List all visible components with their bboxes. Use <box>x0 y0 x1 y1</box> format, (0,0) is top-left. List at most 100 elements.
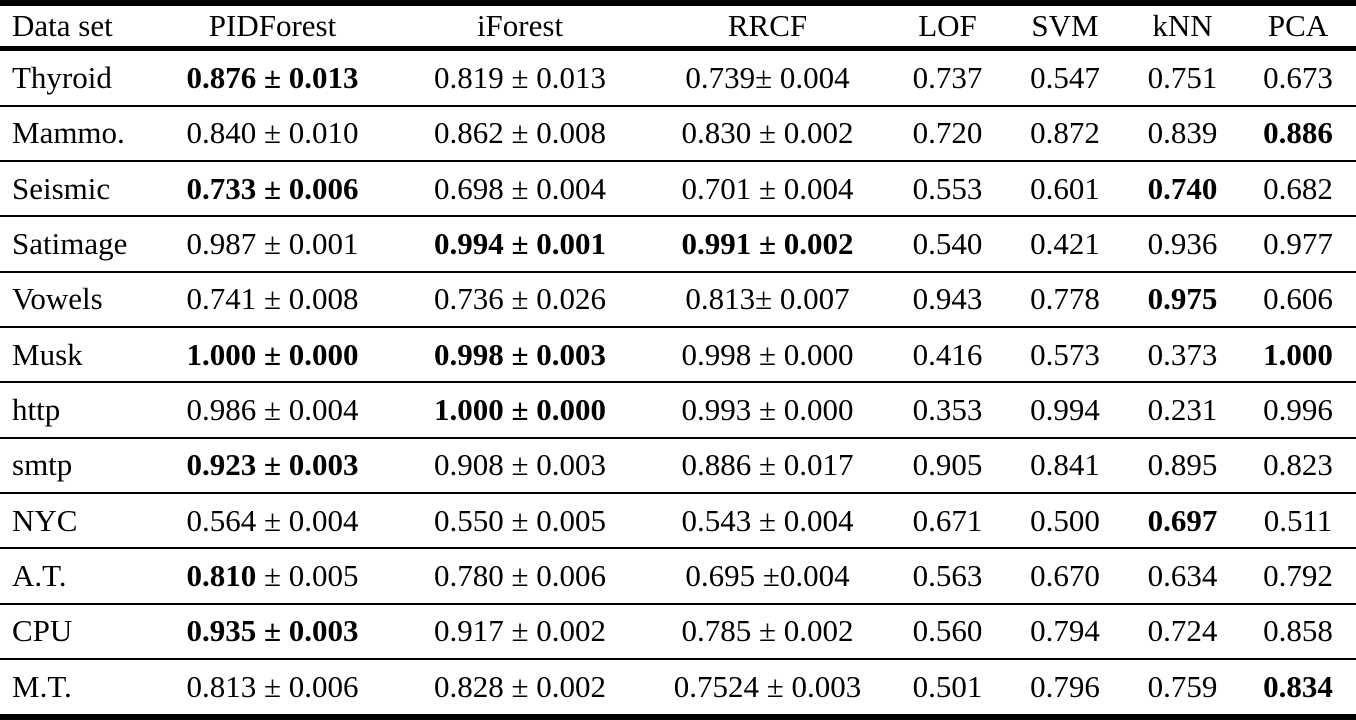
value-cell: 0.231 <box>1125 381 1240 438</box>
table-row-thyroid: Thyroid 0.876 ± 0.013 0.819 ± 0.013 0.739± … <box>0 47 1356 106</box>
value-text: 0.550 ± 0.005 <box>433 502 606 538</box>
value-cell: 0.673 <box>1240 47 1356 106</box>
value-cell: 0.751 <box>1125 47 1240 106</box>
value-text: 0.862 ± 0.008 <box>433 115 606 151</box>
value-text: 0.813± 0.007 <box>685 281 850 317</box>
value-text: 0.231 <box>1147 392 1218 428</box>
value-text: 0.698 ± 0.004 <box>433 170 606 206</box>
value-cell: 0.810 ± 0.005 <box>150 547 395 604</box>
column-header-lof: LOF <box>890 3 1005 51</box>
value-cell: 0.759 <box>1125 657 1240 717</box>
column-header-knn: kNN <box>1125 3 1240 51</box>
value-text: 0.813 ± 0.006 <box>186 668 359 704</box>
dataset-cell: Seismic <box>0 160 150 217</box>
value-text: 0.7524 ± 0.003 <box>673 668 862 704</box>
value-cell: 0.923 ± 0.003 <box>150 436 395 493</box>
value-text-bold: 0.740 <box>1147 170 1218 206</box>
value-text: 0.421 <box>1030 226 1100 262</box>
value-cell: 0.994 ± 0.001 <box>395 215 645 272</box>
value-text: 0.858 <box>1263 613 1333 649</box>
dataset-cell: http <box>0 381 150 438</box>
value-cell: 0.540 <box>890 215 1005 272</box>
value-text: 0.563 <box>912 557 983 593</box>
value-cell: 0.736 ± 0.026 <box>395 270 645 328</box>
value-cell: 1.000 ± 0.000 <box>395 381 645 438</box>
value-cell: 0.724 <box>1125 602 1240 659</box>
value-cell: 0.785 ± 0.002 <box>645 602 890 659</box>
value-cell: 0.553 <box>890 160 1005 217</box>
value-text: 0.701 ± 0.004 <box>681 170 854 206</box>
value-text-bold: 0.876 ± 0.013 <box>186 59 359 95</box>
value-text: 0.830 ± 0.002 <box>681 115 854 151</box>
value-text: 0.828 ± 0.002 <box>433 668 606 704</box>
value-cell: 0.998 ± 0.000 <box>645 326 890 383</box>
value-cell: 0.994 <box>1005 381 1125 438</box>
value-cell: 0.511 <box>1240 491 1356 549</box>
value-text: 0.573 <box>1030 336 1100 372</box>
value-text-bold: 0.886 <box>1263 115 1333 151</box>
column-header-pidforest: PIDForest <box>150 3 395 51</box>
dataset-cell: M.T. <box>0 657 150 717</box>
value-cell: 0.563 <box>890 547 1005 604</box>
value-text: 0.780 ± 0.006 <box>433 557 606 593</box>
dataset-cell: Mammo. <box>0 104 150 162</box>
value-text: 0.564 ± 0.004 <box>186 502 359 538</box>
value-text: 0.759 <box>1147 668 1218 704</box>
value-cell: 0.778 <box>1005 270 1125 328</box>
table-row-http: http 0.986 ± 0.004 1.000 ± 0.000 0.993 ± 0.… <box>0 381 1356 438</box>
value-text: 0.682 <box>1263 170 1333 206</box>
value-text: 0.739± 0.004 <box>685 59 850 95</box>
value-text: 0.736 ± 0.026 <box>433 281 606 317</box>
value-cell: 0.987 ± 0.001 <box>150 215 395 272</box>
value-cell: 0.830 ± 0.002 <box>645 104 890 162</box>
value-cell: 0.935 ± 0.003 <box>150 602 395 659</box>
value-cell: 0.550 ± 0.005 <box>395 491 645 549</box>
value-text: ± 0.005 <box>256 557 359 593</box>
value-cell: 0.701 ± 0.004 <box>645 160 890 217</box>
value-text: 0.917 ± 0.002 <box>433 613 606 649</box>
value-cell: 0.564 ± 0.004 <box>150 491 395 549</box>
value-cell: 0.634 <box>1125 547 1240 604</box>
value-text: 0.724 <box>1147 613 1218 649</box>
value-text: 0.841 <box>1030 447 1100 483</box>
value-cell: 0.740 <box>1125 160 1240 217</box>
value-cell: 0.886 <box>1240 104 1356 162</box>
value-text: 0.741 ± 0.008 <box>186 281 359 317</box>
table-row-nyc: NYC 0.564 ± 0.004 0.550 ± 0.005 0.543 ± 0.0… <box>0 491 1356 549</box>
table-row-mammo: Mammo. 0.840 ± 0.010 0.862 ± 0.008 0.830 ± … <box>0 104 1356 162</box>
value-cell: 1.000 <box>1240 326 1356 383</box>
value-cell: 0.876 ± 0.013 <box>150 47 395 106</box>
table-row-seismic: Seismic 0.733 ± 0.006 0.698 ± 0.004 0.701 ±… <box>0 160 1356 217</box>
value-cell: 0.547 <box>1005 47 1125 106</box>
value-cell: 0.671 <box>890 491 1005 549</box>
dataset-cell: Thyroid <box>0 47 150 106</box>
value-cell: 0.720 <box>890 104 1005 162</box>
value-text: 0.720 <box>912 115 983 151</box>
table-row-a-t: A.T. 0.810 ± 0.005 0.780 ± 0.006 0.695 ±0.0… <box>0 547 1356 604</box>
table-body: Thyroid 0.876 ± 0.013 0.819 ± 0.013 0.739± … <box>0 47 1356 717</box>
value-cell: 0.872 <box>1005 104 1125 162</box>
value-text: 0.905 <box>912 447 983 483</box>
value-text-bold: 0.991 ± 0.002 <box>681 226 854 262</box>
dataset-cell: Musk <box>0 326 150 383</box>
value-text: 0.501 <box>912 668 983 704</box>
value-text: 0.737 <box>912 59 983 95</box>
dataset-cell: Satimage <box>0 215 150 272</box>
value-text-bold: 0.935 ± 0.003 <box>186 613 359 649</box>
value-text: 0.819 ± 0.013 <box>433 59 606 95</box>
table-row-smtp: smtp 0.923 ± 0.003 0.908 ± 0.003 0.886 ± 0.… <box>0 436 1356 493</box>
table-row-musk: Musk 1.000 ± 0.000 0.998 ± 0.003 0.998 ± 0.… <box>0 326 1356 383</box>
dataset-cell: Vowels <box>0 270 150 328</box>
value-cell: 0.682 <box>1240 160 1356 217</box>
value-cell: 0.7524 ± 0.003 <box>645 657 890 717</box>
value-text: 0.996 <box>1263 392 1333 428</box>
table-row-satimage: Satimage 0.987 ± 0.001 0.994 ± 0.001 0.991 … <box>0 215 1356 272</box>
dataset-cell: A.T. <box>0 547 150 604</box>
value-text: 0.601 <box>1030 170 1100 206</box>
value-text: 0.840 ± 0.010 <box>186 115 359 151</box>
value-cell: 0.862 ± 0.008 <box>395 104 645 162</box>
value-text: 0.986 ± 0.004 <box>186 392 359 428</box>
value-cell: 1.000 ± 0.000 <box>150 326 395 383</box>
value-text-bold: 0.923 ± 0.003 <box>186 447 359 483</box>
